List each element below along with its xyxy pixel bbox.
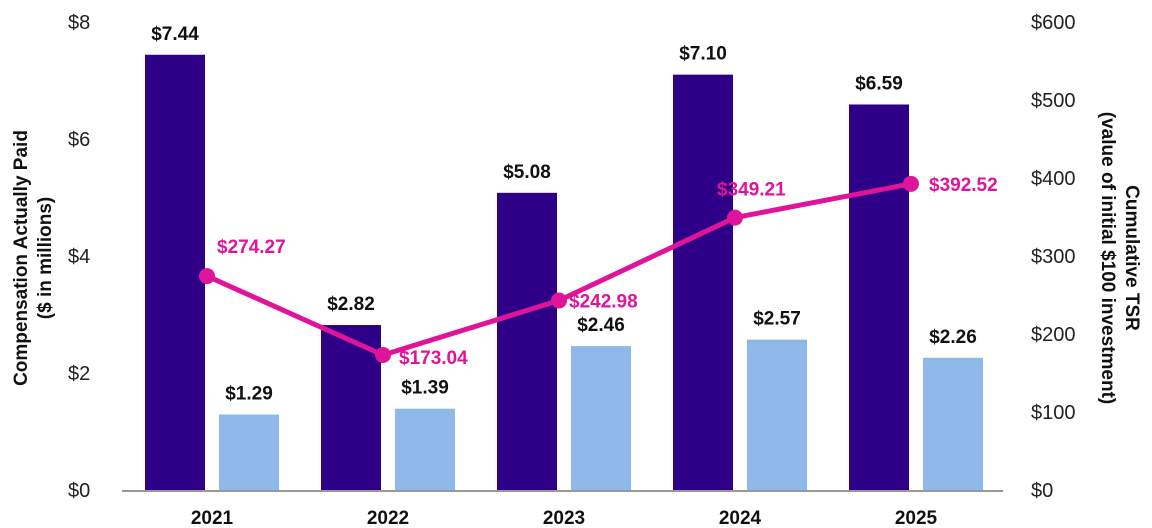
x-axis-categories: 2021 2022 2023 2024 2025 [191, 508, 938, 528]
neo-cap-bar [219, 414, 279, 490]
left-tick-label: $8 [68, 12, 90, 34]
peo-cap-value-label: $7.10 [679, 44, 727, 65]
right-tick-label: $600 [1031, 12, 1076, 34]
peo-cap-bar [145, 54, 205, 490]
left-tick-label: $0 [68, 480, 90, 502]
tsr-point [375, 347, 391, 364]
right-tick-label: $200 [1031, 324, 1076, 346]
tsr-value-label: $349.21 [717, 180, 786, 201]
neo-cap-bar [747, 339, 807, 490]
x-category-label: 2022 [367, 508, 409, 528]
neo-cap-bar [923, 357, 983, 490]
left-tick-label: $2 [68, 363, 90, 385]
tsr-value-label: $242.98 [569, 291, 638, 312]
tsr-value-label: $274.27 [217, 237, 286, 258]
left-tick-label: $6 [68, 129, 90, 151]
peo-cap-bar [673, 74, 733, 491]
left-tick-label: $4 [68, 246, 90, 268]
peo-cap-bar [321, 325, 381, 490]
right-axis-title-line1: Cumulative TSR [1121, 185, 1142, 331]
x-category-label: 2024 [719, 508, 762, 528]
x-category-label: 2021 [191, 508, 234, 528]
neo-cap-value-label: $2.46 [577, 315, 625, 336]
tsr-point [199, 268, 215, 285]
tsr-point [903, 175, 919, 192]
x-category-label: 2023 [543, 508, 585, 528]
neo-cap-value-label: $2.57 [753, 309, 801, 330]
peo-cap-bar [849, 104, 909, 491]
tsr-line [204, 181, 914, 358]
peo-cap-value-label: $5.08 [503, 162, 551, 183]
left-axis-ticks: $0 $2 $4 $6 $8 [68, 12, 90, 502]
tsr-point [551, 292, 567, 309]
right-tick-label: $100 [1031, 402, 1076, 424]
right-tick-label: $300 [1031, 246, 1076, 268]
data-labels: $7.44 $1.29 $2.82 $1.39 $5.08 $2.46 $7.10 $2.57… [151, 24, 997, 405]
left-axis-title-line2: ($ in millions) [35, 197, 56, 319]
right-tick-label: $400 [1031, 168, 1076, 190]
bars [145, 54, 983, 491]
neo-cap-value-label: $1.39 [401, 378, 449, 399]
neo-cap-bar [571, 346, 631, 490]
neo-cap-value-label: $1.29 [225, 384, 273, 405]
tsr-value-label: $173.04 [399, 348, 468, 369]
peo-cap-bar [497, 192, 557, 490]
tsr-value-label: $392.52 [929, 175, 998, 196]
right-axis-ticks: $0 $100 $200 $300 $400 $500 $600 [1031, 12, 1076, 502]
peo-cap-value-label: $7.44 [151, 24, 199, 45]
left-axis-title-line1: Compensation Actually Paid [11, 130, 32, 386]
right-tick-label: $500 [1031, 90, 1076, 112]
right-tick-label: $0 [1031, 480, 1053, 502]
tsr-point [727, 209, 743, 226]
x-category-label: 2025 [895, 508, 938, 528]
peo-cap-value-label: $6.59 [855, 73, 903, 94]
tsr-line-series [199, 175, 919, 364]
neo-cap-value-label: $2.26 [929, 327, 977, 348]
peo-cap-value-label: $2.82 [327, 294, 375, 315]
neo-cap-bar [395, 408, 455, 490]
right-axis-title-line2: (value of initial $100 investment) [1097, 112, 1118, 404]
